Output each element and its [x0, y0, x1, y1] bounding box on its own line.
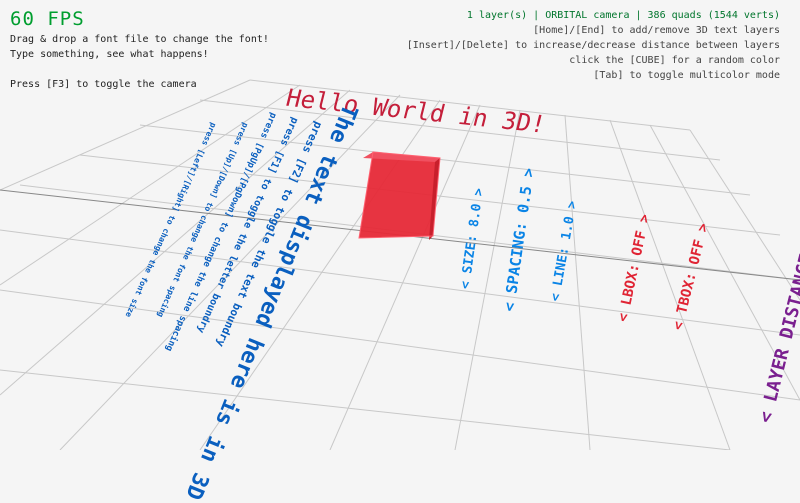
help-drag-drop: Drag & drop a font file to change the fo…: [10, 34, 269, 45]
ground-grid: [0, 79, 800, 450]
help-layers: [Home]/[End] to add/remove 3D text layer…: [533, 25, 780, 36]
cube[interactable]: [355, 148, 445, 248]
help-camera: Press [F3] to toggle the camera: [10, 79, 197, 90]
help-distance: [Insert]/[Delete] to increase/decrease d…: [406, 40, 780, 51]
help-cube: click the [CUBE] for a random color: [569, 55, 780, 66]
help-type: Type something, see what happens!: [10, 49, 209, 60]
status-line: 1 layer(s) | ORBITAL camera | 386 quads …: [466, 10, 780, 21]
fps-counter: 60 FPS: [10, 8, 85, 30]
help-multicolor: [Tab] to toggle multicolor mode: [593, 70, 780, 81]
